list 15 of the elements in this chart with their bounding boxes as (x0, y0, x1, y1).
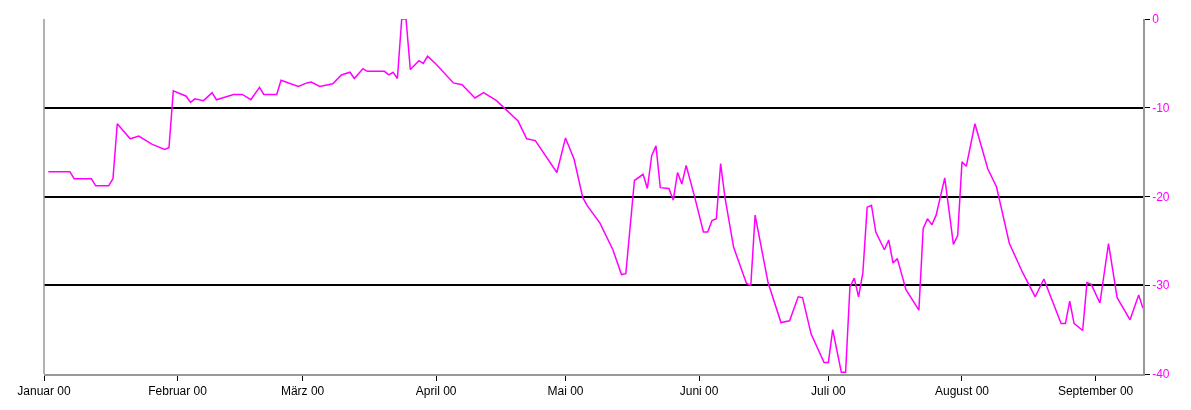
x-tick-label: Februar 00 (148, 384, 208, 399)
y-tick-label: -30 (1152, 278, 1170, 293)
line-series (47, 19, 1143, 373)
x-tick-label: Juni 00 (679, 384, 719, 399)
y-tick-label: -20 (1152, 189, 1170, 204)
x-tick-label: März 00 (280, 384, 325, 399)
y-tick-label: -10 (1152, 100, 1170, 115)
y-tick-label: -40 (1152, 367, 1170, 382)
y-tick-label: 0 (1152, 12, 1160, 27)
x-tick-label: August 00 (934, 384, 990, 399)
x-tick-label: September 00 (1057, 384, 1134, 399)
x-tick-label: Januar 00 (17, 384, 72, 399)
x-tick-label: April 00 (415, 384, 457, 399)
x-tick-label: Juli 00 (811, 384, 847, 399)
x-tick-label: Mai 00 (547, 384, 584, 399)
